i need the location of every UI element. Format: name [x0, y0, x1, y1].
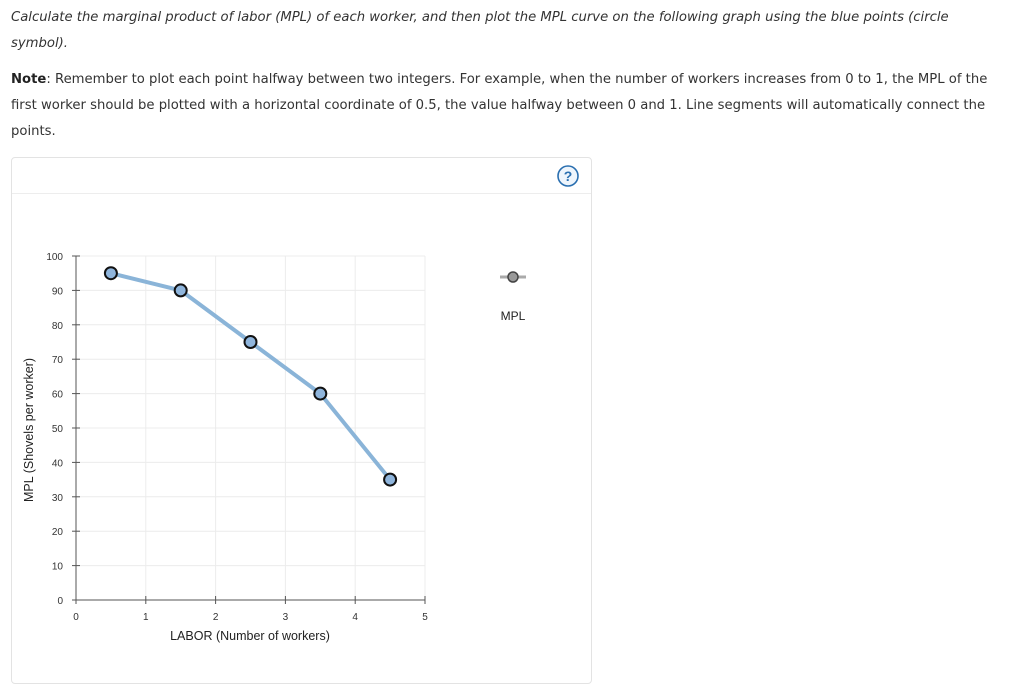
graph-panel: ?: [11, 157, 592, 684]
question-circle-icon[interactable]: ?: [557, 165, 579, 187]
x-tick-label: 4: [352, 612, 358, 623]
note-label: Note: [11, 72, 47, 87]
mpl-point[interactable]: [243, 335, 258, 349]
x-tick-label: 5: [422, 612, 428, 623]
axis-layer: 0 10 20 30 40 50 60 70 80 90 100 0 1 2 3 4 5: [46, 252, 428, 623]
grid-layer: [75, 255, 426, 601]
instruction-text: Calculate the marginal product of labor …: [11, 10, 949, 51]
mpl-point[interactable]: [383, 472, 398, 487]
series-layer[interactable]: [103, 266, 398, 487]
x-tick-label: 3: [283, 612, 289, 623]
x-axis-title: LABOR (Number of workers): [170, 629, 330, 643]
note-body: : Remember to plot each point halfway be…: [11, 72, 988, 139]
y-tick-label: 70: [52, 355, 64, 366]
y-tick-label: 20: [52, 527, 64, 538]
y-tick-label: 60: [52, 390, 64, 401]
legend-swatch-point[interactable]: [507, 271, 519, 283]
y-tick-label: 80: [52, 321, 64, 332]
mpl-point[interactable]: [313, 386, 328, 401]
legend[interactable]: MPL: [500, 271, 526, 323]
legend-label-mpl: MPL: [501, 309, 526, 323]
graph-toolbar: [12, 158, 591, 194]
x-tick-label: 2: [213, 612, 219, 623]
mpl-line: [108, 271, 393, 482]
y-tick-label: 50: [52, 424, 64, 435]
y-tick-label: 90: [52, 286, 64, 297]
mpl-point[interactable]: [103, 266, 118, 281]
y-axis-title: MPL (Shovels per worker): [22, 358, 36, 502]
y-tick-label: 10: [52, 562, 64, 573]
x-tick-label: 1: [143, 612, 149, 623]
y-tick-label: 30: [52, 493, 64, 504]
x-tick-label: 0: [73, 612, 79, 623]
y-tick-label: 0: [57, 596, 63, 607]
help-glyph: ?: [564, 168, 573, 184]
y-tick-label: 100: [46, 252, 63, 263]
y-tick-label: 40: [52, 458, 64, 469]
note-text: Note: Remember to plot each point halfwa…: [11, 67, 1001, 145]
mpl-point[interactable]: [173, 283, 188, 298]
